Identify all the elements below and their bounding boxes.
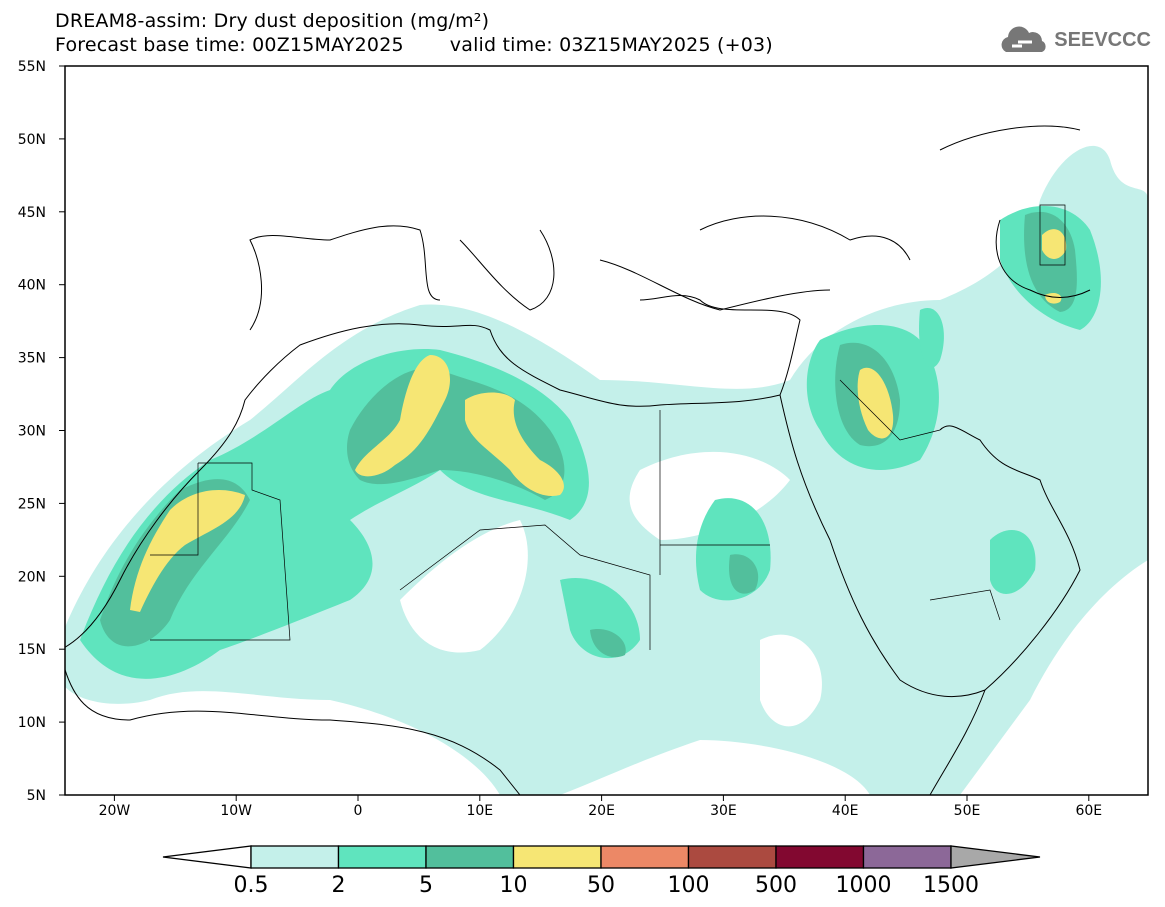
coastlines [65,125,1091,795]
lon-label: 20W [99,803,131,819]
lat-label: 25N [18,496,46,512]
colorbar-over-arrow [950,845,1041,869]
lon-label: 10W [220,803,252,819]
valid-time: valid time: 03Z15MAY2025 (+03) [449,34,773,56]
colorbar-under-arrow [162,845,252,869]
colorbar-bin [250,845,340,869]
lon-label: 40E [832,803,859,819]
lat-label: 55N [18,59,46,75]
lat-label: 40N [18,278,46,294]
colorbar-bin [337,845,427,869]
colorbar-label: 2 [332,873,346,898]
lat-label: 35N [18,351,46,367]
seevccc-logo: SEEVCCC [998,26,1151,54]
lon-label: 60E [1075,803,1102,819]
colorbar-label: 500 [755,873,797,898]
dust-field [65,145,1148,795]
lat-label: 10N [18,715,46,731]
lat-label: 30N [18,424,46,440]
lat-label: 20N [18,569,46,585]
colorbar-label: 50 [587,873,615,898]
colorbar-bin [425,845,515,869]
lat-label: 5N [27,788,46,804]
lat-label: 45N [18,205,46,221]
logo-text: SEEVCCC [1054,28,1151,51]
map-title: DREAM8-assim: Dry dust deposition (mg/m²… [55,10,490,32]
map-axes: 55N 50N 45N 40N 35N 30N 25N 20N 15N 10N 5N 20W 10W 0 1… [18,59,1102,819]
colorbar-bin [512,845,602,869]
lon-label: 20E [588,803,615,819]
colorbar-bin [775,845,865,869]
colorbar-bin [862,845,952,869]
colorbar-bin [600,845,690,869]
colorbar-label: 100 [668,873,710,898]
colorbar-label: 1000 [836,873,892,898]
borders [150,204,1066,650]
colorbar: 0.5 2 5 10 50 100 500 1000 1500 [162,845,1041,898]
lat-label: 15N [18,642,46,658]
lat-label: 50N [18,132,46,148]
colorbar-bin [687,845,777,869]
forecast-base-time: Forecast base time: 00Z15MAY2025 [55,34,404,56]
colorbar-label: 5 [419,873,433,898]
lon-label: 10E [466,803,493,819]
colorbar-label: 10 [500,873,528,898]
colorbar-label: 0.5 [234,873,269,898]
cloud-icon [1001,26,1046,52]
time-info: Forecast base time: 00Z15MAY2025 valid ti… [55,34,773,56]
lon-label: 30E [710,803,737,819]
lon-label: 0 [354,803,363,819]
lon-label: 50E [954,803,981,819]
colorbar-label: 1500 [923,873,979,898]
